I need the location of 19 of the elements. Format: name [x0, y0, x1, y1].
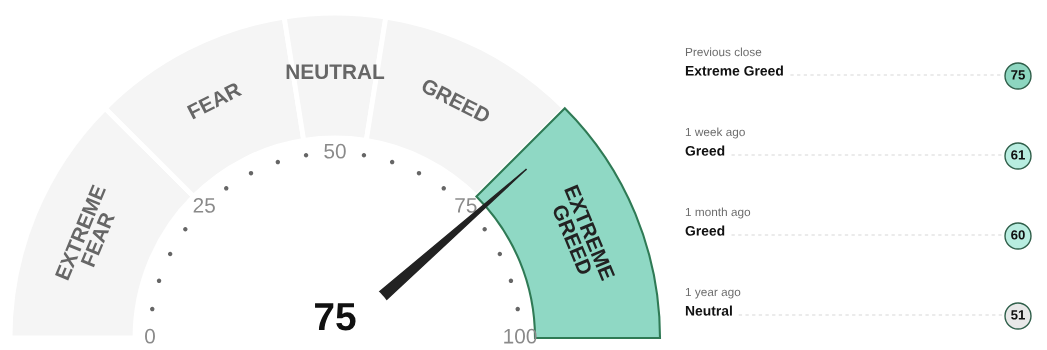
category-label: 1 year ago: [685, 287, 741, 299]
category-label: 1 week ago: [685, 127, 745, 139]
text: 75: [455, 198, 477, 213]
text: 75: [315, 303, 356, 331]
slice-label: NEUTRAL: [286, 64, 385, 80]
text: Extreme Greed: [685, 65, 783, 76]
data-label: 61: [1011, 150, 1025, 160]
text: 100: [504, 328, 537, 344]
data-label: 60: [1011, 230, 1025, 240]
category-label: 1 month ago: [685, 207, 751, 219]
text: Greed: [685, 145, 725, 156]
text: Neutral: [685, 305, 732, 316]
data-label: 75: [1011, 70, 1025, 80]
text: 25: [193, 198, 215, 213]
text: 0: [145, 328, 155, 344]
category-label: Previous close: [685, 47, 762, 57]
data-label: 51: [1011, 310, 1025, 320]
text: 50: [324, 143, 346, 159]
text: Greed: [685, 225, 725, 236]
